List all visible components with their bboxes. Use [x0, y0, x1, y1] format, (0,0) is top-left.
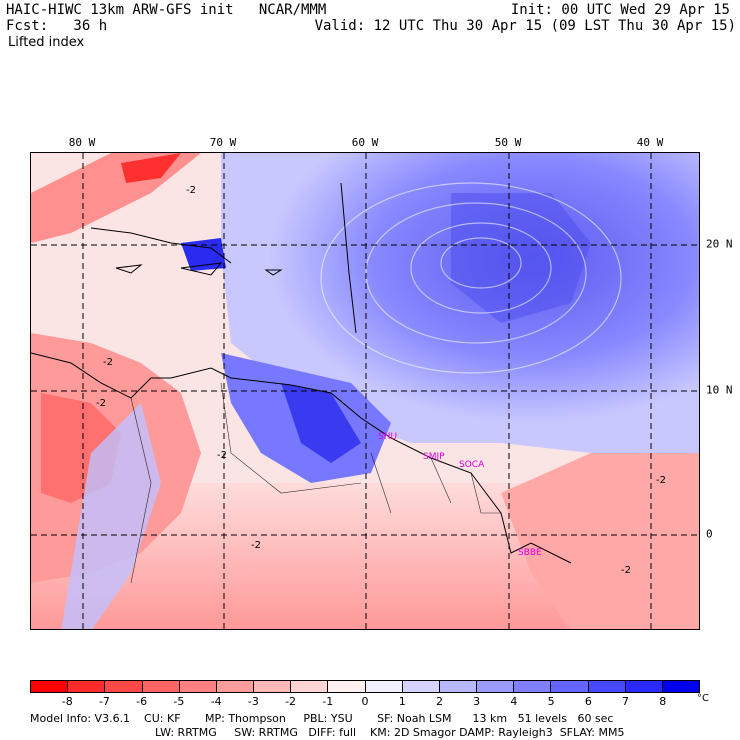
lat-lon-grid: [31, 153, 699, 629]
colorbar-tick: -6: [136, 695, 148, 708]
contour-label: -2: [103, 357, 113, 368]
colorbar-tick: -2: [285, 695, 297, 708]
colorbar-tick: 2: [435, 695, 443, 708]
colorbar-swatch: [514, 681, 552, 692]
lat-label-0: 0: [706, 527, 713, 541]
forecast-hour: Fcst: 36 h: [6, 18, 108, 34]
contour-label: -2: [96, 398, 106, 409]
swirl-pattern: [320, 182, 622, 374]
station-label: SBBE: [518, 548, 542, 558]
colorbar-tick: 5: [547, 695, 555, 708]
lat-label-10n: 10 N: [706, 383, 733, 397]
lon-label-60w: 60 W: [351, 136, 379, 149]
lat-label-20n: 20 N: [706, 237, 733, 251]
colorbar-tick: 6: [584, 695, 592, 708]
colorbar-tick: 3: [473, 695, 481, 708]
colorbar-swatch: [365, 681, 403, 692]
colorbar-tick: -7: [98, 695, 110, 708]
colorbar-tick: 4: [510, 695, 518, 708]
colorbar-swatch: [439, 681, 478, 692]
light-stable-wedge: [61, 403, 161, 629]
station-label: SHU: [378, 432, 398, 442]
country-borders: [130, 382, 501, 584]
southeast-unstable-region: [501, 453, 699, 629]
stable-tongue-core: [281, 383, 361, 463]
colorbar-tick: -1: [322, 695, 334, 708]
colorbar-swatch: [477, 681, 515, 692]
model-info-line1: Model Info: V3.6.1 CU: KF MP: Thompson P…: [30, 712, 614, 725]
colorbar-unit: °C: [697, 693, 709, 704]
station-label: SMJP: [423, 452, 445, 462]
colorbar-swatch: [291, 681, 329, 692]
lon-label-70w: 70 W: [209, 136, 237, 149]
contour-label: -2: [217, 450, 227, 461]
colorbar: [30, 680, 700, 693]
colorbar-swatch: [142, 681, 180, 692]
lifted-index-map: -2 -2 -2 -2 -2 -2 -2: [30, 152, 700, 630]
map-canvas: -2 -2 -2 -2 -2 -2 -2: [31, 153, 699, 629]
lon-label-50w: 50 W: [494, 136, 522, 149]
northwest-core-region: [121, 153, 181, 183]
colorbar-tick: -4: [210, 695, 222, 708]
contour-label: -2: [251, 540, 261, 551]
contour-label: -2: [621, 565, 631, 576]
field-name: Lifted index: [8, 35, 85, 50]
colorbar-swatch: [179, 681, 217, 692]
colorbar-swatch: [402, 681, 440, 692]
colorbar-swatch: [588, 681, 626, 692]
colorbar-tick: 0: [361, 695, 369, 708]
colorbar-swatch: [662, 681, 700, 692]
colorbar-tick: 1: [398, 695, 406, 708]
colorbar-swatch: [105, 681, 143, 692]
colorbar-tick: -3: [247, 695, 259, 708]
hispaniola-stable-cell: [181, 238, 226, 271]
init-time: Init: 00 UTC Wed 29 Apr 15: [510, 2, 730, 18]
contour-label: -2: [656, 475, 666, 486]
lon-label-40w: 40 W: [636, 136, 664, 149]
colorbar-swatch: [68, 681, 106, 692]
lon-label-80w: 80 W: [68, 136, 96, 149]
colorbar-tick: 8: [659, 695, 667, 708]
colorbar-swatch: [254, 681, 292, 692]
stable-region: [221, 153, 699, 453]
station-label: SOCA: [459, 460, 485, 470]
colorbar-tick: -8: [61, 695, 73, 708]
valid-time: Valid: 12 UTC Thu 30 Apr 15 (09 LST Thu …: [314, 18, 736, 34]
contour-label: -2: [186, 185, 196, 196]
colorbar-tick: -5: [173, 695, 185, 708]
colorbar-tick: 7: [622, 695, 630, 708]
colorbar-swatch: [31, 681, 69, 692]
colorbar-swatch: [216, 681, 255, 692]
colorbar-swatch: [328, 681, 366, 692]
colorbar-swatch: [551, 681, 589, 692]
model-info-line2: LW: RRTMG SW: RRTMG DIFF: full KM: 2D Sm…: [155, 726, 625, 739]
colorbar-swatch: [625, 681, 663, 692]
title-left: HAIC-HIWC 13km ARW-GFS init NCAR/MMM: [6, 2, 327, 18]
